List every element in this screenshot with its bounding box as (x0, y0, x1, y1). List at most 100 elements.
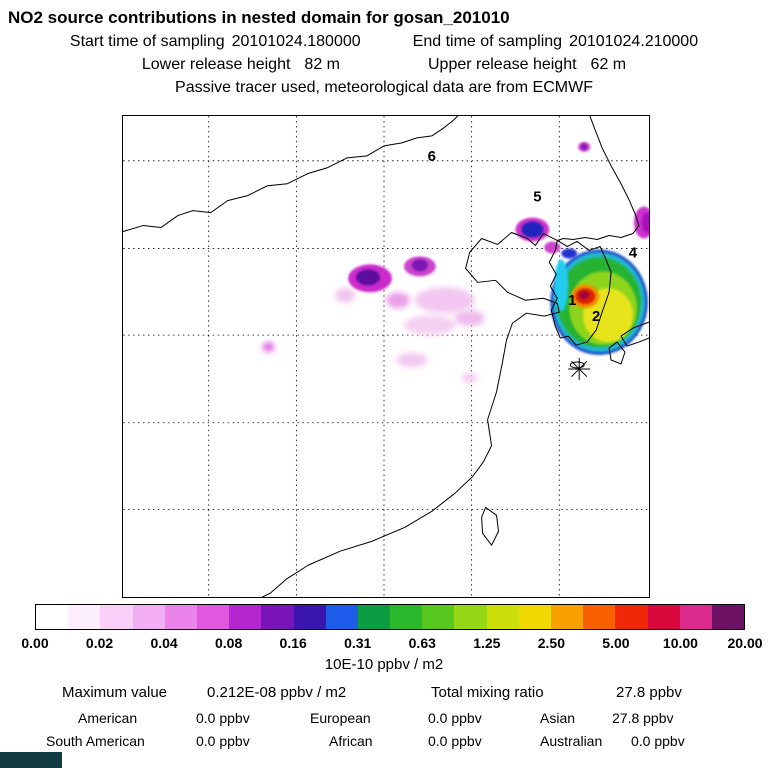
colorbar-tick: 0.63 (408, 635, 436, 651)
hotspot (386, 292, 410, 309)
coastline-taiwan (481, 506, 500, 546)
source-marker-label: 4 (629, 244, 638, 261)
colorbar-tick: 5.00 (602, 635, 630, 651)
max-value-label: Maximum value (62, 684, 168, 701)
map-gridlines (123, 116, 649, 597)
upper-release-label: Upper release height (428, 56, 577, 73)
end-time-label: End time of sampling (412, 33, 563, 50)
coastline-japan-kyushu (608, 341, 626, 365)
colorbar-segment (518, 605, 551, 629)
colorbar-segment (583, 605, 616, 629)
colorbar-tick: 0.08 (215, 635, 243, 651)
hotspot (579, 291, 590, 300)
region-south-american-value: 0.0 ppbv (196, 733, 250, 749)
lower-release-label: Lower release height (141, 56, 291, 73)
coastline-russia (556, 116, 640, 241)
colorbar-tick: 1.25 (473, 635, 501, 651)
region-asian-label: Asian (540, 710, 576, 726)
region-american-label: American (78, 710, 138, 726)
hotspot (403, 315, 456, 336)
colorbar-segment (164, 605, 197, 629)
colorbar-segment (261, 605, 294, 629)
total-mixing-ratio-label: Total mixing ratio (431, 684, 544, 701)
colorbar-segment (551, 605, 584, 629)
tracer-note-line: Passive tracer used, meteorological data… (0, 76, 768, 99)
hotspot (411, 259, 428, 272)
source-marker-label: 6 (428, 148, 436, 165)
source-marker-label: 2 (592, 308, 600, 325)
colorbar-segment (325, 605, 358, 629)
map-canvas: 6 5 4 21 (123, 116, 649, 597)
source-marker-label: 1 (568, 292, 576, 309)
colorbar-tick: 0.31 (344, 635, 372, 651)
concentration-blobs (262, 141, 649, 383)
colorbar-tick: 0.04 (150, 635, 178, 651)
region-african-label: African (329, 733, 373, 749)
page-title: NO2 source contributions in nested domai… (8, 8, 510, 27)
region-asian-value: 27.8 ppbv (612, 710, 674, 726)
hotspot (581, 143, 588, 150)
figure-header: NO2 source contributions in nested domai… (0, 6, 768, 99)
release-heights-line: Lower release height 82 m Upper release … (0, 53, 768, 76)
colorbar-segment (679, 605, 712, 629)
region-australian-label: Australian (540, 733, 603, 749)
upper-release-pair: Upper release height 62 m (428, 53, 626, 76)
colorbar-segment (486, 605, 519, 629)
coastline-korea (548, 239, 612, 346)
colorbar-segment (390, 605, 423, 629)
hotspot (561, 248, 578, 259)
coastlines (123, 116, 649, 597)
colorbar-segment (615, 605, 648, 629)
region-australian-value: 0.0 ppbv (631, 733, 685, 749)
hotspot (356, 269, 381, 286)
region-african-value: 0.0 ppbv (428, 733, 482, 749)
colorbar-tick-labels: 0.00 0.02 0.04 0.08 0.16 0.31 0.63 1.25 2.50 5.00… (21, 635, 762, 653)
hotspot (395, 353, 428, 367)
start-time-value: 20101024.180000 (231, 33, 361, 50)
upper-release-value: 62 m (590, 56, 627, 73)
coastline-japan-honshu (620, 321, 649, 347)
receptor-star-icon (568, 357, 591, 380)
colorbar-segment (196, 605, 230, 629)
source-markers: 6 5 4 21 (428, 148, 638, 325)
end-time-value: 20101024.210000 (569, 33, 699, 50)
hotspot (544, 241, 561, 254)
colorbar-segment (36, 605, 69, 629)
corner-logo-block (0, 752, 62, 768)
island-jeju (569, 361, 585, 369)
colorbar-tick: 10.00 (662, 635, 698, 651)
colorbar-segment (454, 605, 487, 629)
sampling-times-line: Start time of sampling 20101024.180000 E… (0, 30, 768, 53)
hotspot (262, 342, 275, 353)
colorbar-tick: 0.00 (21, 635, 49, 651)
colorbar-tick: 0.16 (279, 635, 307, 651)
colorbar-segment (229, 605, 262, 629)
border-north (123, 116, 459, 233)
lower-release-value: 82 m (304, 56, 340, 73)
region-european-value: 0.0 ppbv (428, 710, 482, 726)
source-marker-label: 5 (533, 189, 541, 206)
coastline-china (262, 232, 560, 597)
max-value: 0.212E-08 ppbv / m2 (207, 684, 347, 701)
colorbar-segment (132, 605, 165, 629)
hotspot (454, 310, 485, 327)
colorbar-segment (711, 605, 745, 629)
colorbar-segment (357, 605, 391, 629)
colorbar-tick: 2.50 (537, 635, 565, 651)
start-time-pair: Start time of sampling 20101024.180000 (70, 30, 361, 53)
colorbar-segment (293, 605, 326, 629)
end-time-pair: End time of sampling 20101024.210000 (413, 30, 698, 53)
region-south-american-label: South American (46, 733, 145, 749)
colorbar-units-label: 10E-10 ppbv / m2 (324, 656, 444, 673)
colorbar (35, 604, 745, 630)
hotspot (641, 212, 649, 233)
hotspot (414, 287, 475, 314)
colorbar-tick: 0.02 (85, 635, 114, 651)
colorbar-segment (68, 605, 101, 629)
colorbar-segment (422, 605, 455, 629)
start-time-label: Start time of sampling (69, 33, 225, 50)
colorbar-tick: 20.00 (727, 635, 763, 651)
tracer-note: Passive tracer used, meteorological data… (175, 79, 593, 96)
